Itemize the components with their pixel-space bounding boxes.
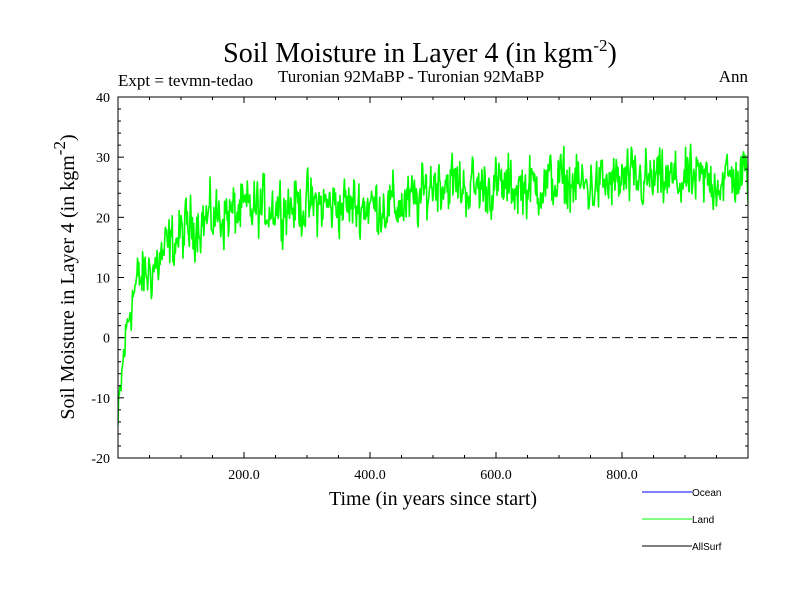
season-label: Ann bbox=[719, 67, 749, 86]
x-axis-label: Time (in years since start) bbox=[329, 488, 537, 510]
x-tick-label: 600.0 bbox=[480, 468, 512, 483]
y-tick-label: -10 bbox=[91, 392, 110, 407]
y-tick-label: 20 bbox=[96, 211, 110, 226]
legend-label-land: Land bbox=[692, 515, 714, 526]
y-tick-label: 40 bbox=[96, 91, 110, 106]
y-tick-label: 30 bbox=[96, 151, 110, 166]
x-tick-label: 200.0 bbox=[228, 468, 260, 483]
y-tick-label: 0 bbox=[103, 332, 110, 347]
x-tick-label: 800.0 bbox=[606, 468, 638, 483]
legend: Ocean Land AllSurf bbox=[642, 488, 722, 553]
y-tick-label: 10 bbox=[96, 272, 110, 287]
series-line-land bbox=[118, 143, 748, 426]
chart-title: Soil Moisture in Layer 4 (in kgm-2) bbox=[223, 36, 617, 69]
plot-frame bbox=[117, 96, 749, 459]
legend-label-allsurf: AllSurf bbox=[692, 542, 722, 553]
y-axis-label: Soil Moisture in Layer 4 (in kgm-2) bbox=[50, 134, 79, 419]
experiment-label: Expt = tevmn-tedao bbox=[118, 71, 253, 90]
x-tick-label: 400.0 bbox=[354, 468, 386, 483]
legend-label-ocean: Ocean bbox=[692, 488, 721, 499]
period-label: Turonian 92MaBP - Turonian 92MaBP bbox=[278, 67, 544, 86]
y-tick-label: -20 bbox=[91, 452, 110, 467]
